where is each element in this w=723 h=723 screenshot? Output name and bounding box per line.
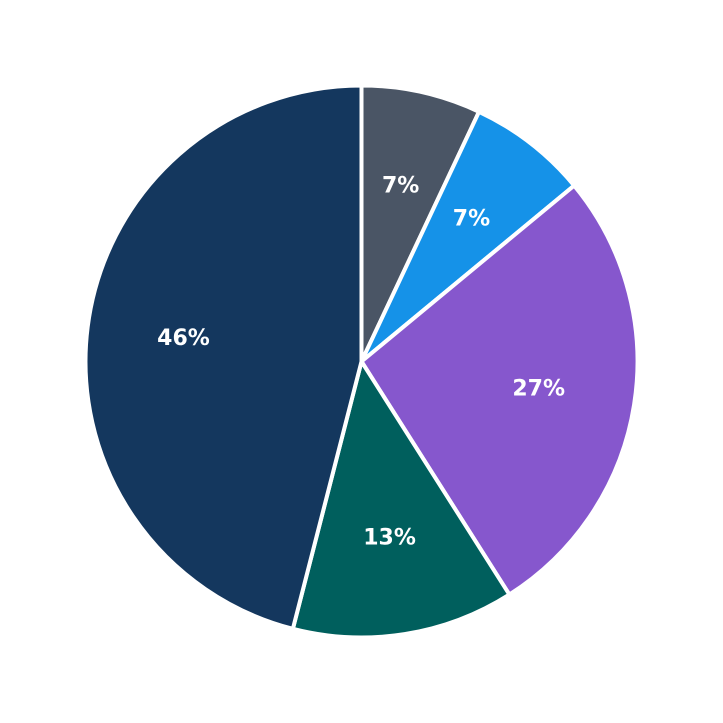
pie-slice-2: [359, 183, 640, 597]
pie-slice-3: [290, 359, 512, 640]
pie-slice-label-1: 7%: [453, 207, 490, 232]
labels-layer: 7% 7% 27% 13% 46%: [157, 173, 565, 550]
pie-slice-label-2: 27%: [512, 377, 565, 402]
pie-slice-label-3: 13%: [363, 526, 416, 551]
pie-slice-4: [83, 83, 364, 631]
slices-layer: [83, 83, 640, 640]
pie-slice-label-0: 7%: [382, 173, 419, 198]
pie-slice-0: [359, 83, 482, 364]
pie-slice-1: [359, 109, 577, 364]
pie-slice-label-4: 46%: [157, 326, 210, 351]
